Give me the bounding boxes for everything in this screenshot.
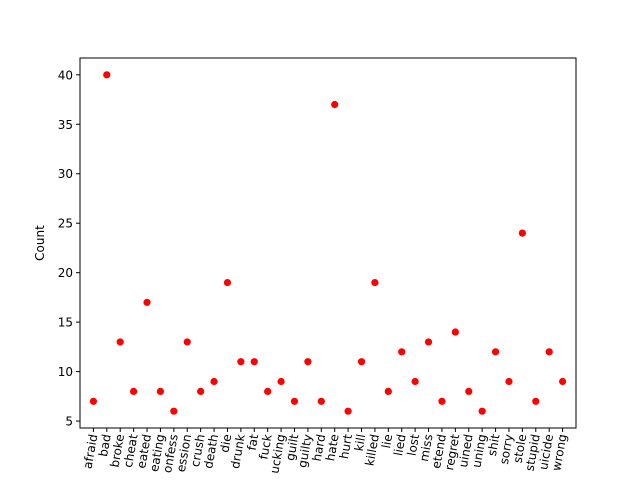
data-point: [438, 397, 446, 405]
data-point: [277, 377, 285, 386]
data-point: [398, 348, 406, 356]
data-point: [411, 377, 419, 386]
x-tick-label: hard: [310, 433, 329, 462]
data-point: [357, 358, 366, 366]
x-tick-label: lied: [391, 433, 409, 457]
y-tick-label: 5: [65, 415, 73, 429]
x-tick-label: bad: [96, 433, 114, 458]
x-tick-label: etend: [429, 433, 449, 470]
x-axis: afraidbadbrokecheateatedeatingonfessessi…: [81, 428, 570, 475]
x-tick-label: regret: [442, 433, 462, 472]
x-tick-label: killed: [363, 433, 382, 467]
data-point: [558, 377, 567, 386]
x-tick-label: shit: [485, 433, 503, 457]
data-point: [156, 387, 165, 395]
x-tick-label: broke: [108, 433, 128, 468]
data-point: [344, 407, 352, 415]
y-tick-label: 10: [58, 365, 73, 379]
data-point: [478, 407, 486, 415]
data-point: [237, 358, 245, 366]
data-point: [223, 278, 232, 287]
x-tick-label: wrong: [549, 433, 569, 472]
x-tick-label: lie: [379, 433, 395, 449]
x-tick-label: eated: [134, 433, 154, 469]
x-tick-label: uicide: [536, 433, 556, 471]
data-point: [518, 229, 526, 237]
x-tick-label: fat: [245, 433, 262, 452]
y-tick-label: 25: [58, 217, 73, 231]
data-point: [183, 338, 191, 346]
data-points: [89, 71, 567, 415]
data-point: [116, 338, 124, 346]
x-tick-label: hate: [323, 433, 341, 462]
data-point: [317, 397, 325, 405]
x-tick-label: uning: [469, 433, 489, 469]
x-tick-label: kill: [352, 433, 369, 452]
data-point: [424, 338, 433, 346]
data-point: [304, 358, 312, 366]
x-tick-label: sorry: [497, 433, 516, 465]
y-axis: 5 10 15 20 25 30 35 40: [58, 68, 80, 429]
plot-frame: [79, 57, 577, 429]
data-point: [371, 278, 379, 287]
x-tick-label: onfess: [160, 433, 181, 474]
data-point: [532, 397, 540, 405]
data-point: [130, 387, 138, 395]
data-point: [250, 358, 258, 366]
y-axis-label: Count: [33, 225, 47, 261]
x-tick-label: death: [201, 433, 221, 470]
x-tick-label: cheat: [121, 433, 141, 469]
x-tick-label: stupid: [523, 433, 543, 472]
x-tick-label: drunk: [228, 433, 248, 470]
x-tick-label: eating: [147, 433, 167, 473]
y-tick-label: 15: [58, 316, 73, 330]
data-point: [103, 71, 111, 79]
data-point: [89, 397, 98, 405]
y-tick-label: 40: [58, 68, 73, 82]
x-tick-label: uined: [456, 433, 476, 468]
data-point: [505, 377, 513, 386]
data-point: [143, 298, 151, 306]
x-tick-label: miss: [417, 433, 436, 463]
x-tick-label: ucking: [267, 433, 288, 475]
data-point: [491, 348, 500, 356]
data-point: [170, 407, 178, 415]
x-tick-label: guilt: [283, 433, 301, 462]
data-point: [465, 387, 473, 395]
data-point: [545, 348, 553, 356]
x-tick-label: afraid: [81, 433, 101, 470]
data-point: [331, 100, 339, 109]
data-point: [290, 397, 299, 405]
x-tick-label: fuck: [256, 433, 274, 460]
data-point: [197, 387, 205, 395]
x-tick-label: die: [217, 433, 234, 453]
x-tick-label: ession: [174, 433, 194, 473]
y-tick-label: 35: [58, 118, 73, 132]
y-tick-label: 20: [58, 266, 73, 280]
data-point: [384, 387, 392, 395]
x-tick-label: stole: [511, 433, 530, 464]
x-tick-label: lost: [405, 433, 423, 457]
data-point: [451, 328, 459, 336]
data-point: [264, 387, 272, 395]
y-tick-label: 30: [58, 167, 73, 181]
x-tick-label: hurt: [337, 433, 355, 460]
x-tick-label: crush: [188, 433, 208, 468]
x-tick-label: guilty: [295, 433, 315, 469]
data-point: [210, 377, 218, 386]
